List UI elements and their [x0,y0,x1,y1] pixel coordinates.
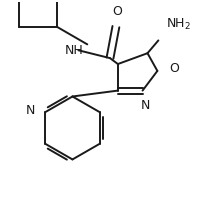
Text: NH: NH [65,44,83,57]
Text: O: O [169,62,179,75]
Text: O: O [112,5,122,18]
Text: N: N [26,104,35,117]
Text: NH$_2$: NH$_2$ [166,16,191,32]
Text: N: N [141,100,150,112]
